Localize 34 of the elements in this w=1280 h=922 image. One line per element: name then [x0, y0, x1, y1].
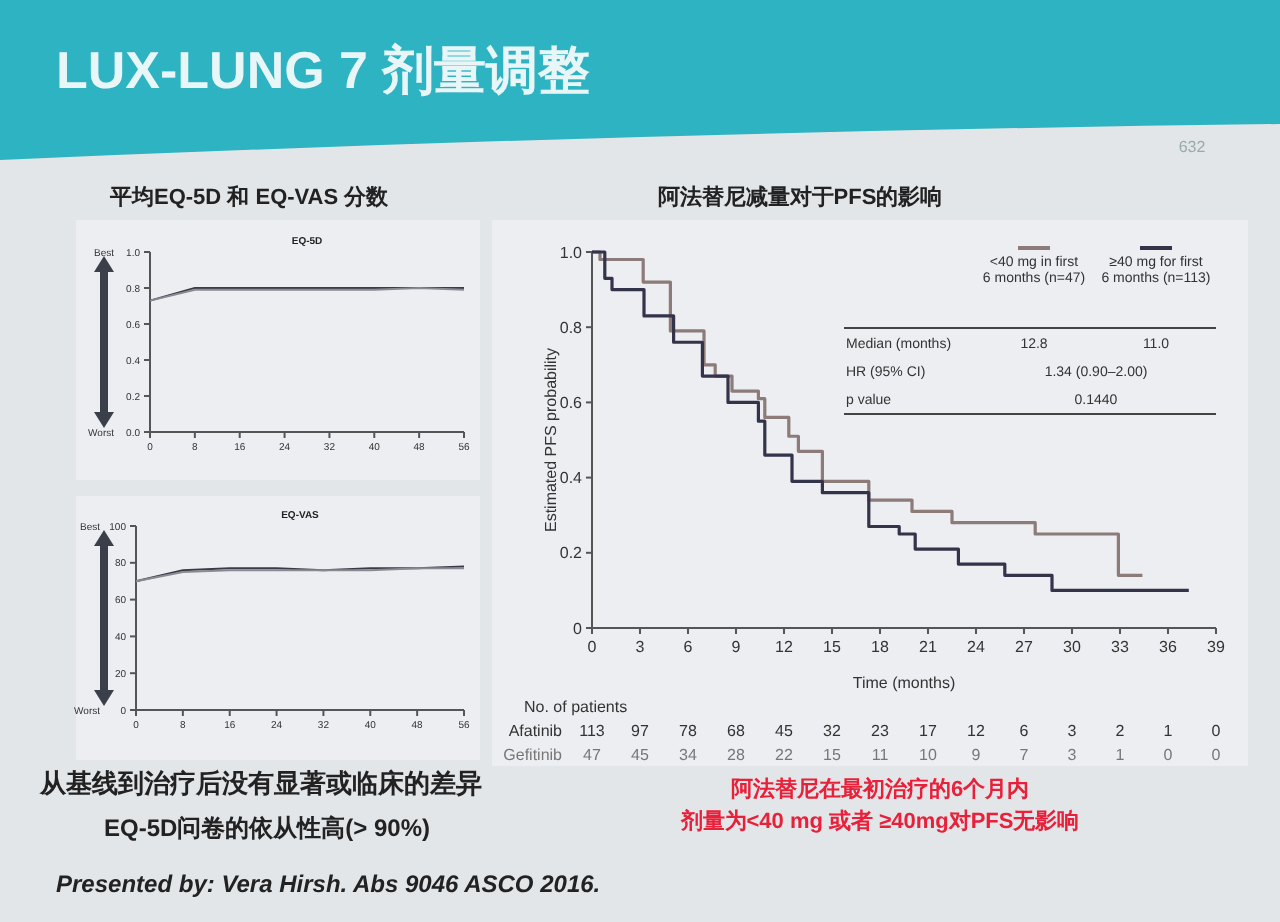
x-tick-label: 24: [967, 638, 986, 656]
x-tick-label: 18: [871, 638, 890, 656]
text: LUX-LUNG 7 剂量调整: [56, 40, 591, 100]
y-tick-label: 0.6: [559, 394, 584, 412]
text: Presented by: Vera Hirsh. Abs 9046 ASCO 2016.: [56, 870, 601, 898]
x-tick-label: 33: [1111, 638, 1130, 656]
y-tick-label: 0.8: [559, 318, 584, 337]
y-tick-label: 1.0: [559, 243, 584, 262]
text: 平均EQ-5D 和 EQ-VAS 分数: [108, 184, 391, 210]
x-tick-label: 15: [823, 638, 842, 656]
x-tick-label: 21: [919, 638, 938, 656]
y-tick-label: 0: [573, 619, 584, 638]
x-tick-label: 27: [1015, 638, 1034, 656]
y-axis-title: Estimated PFS probability: [542, 347, 560, 533]
x-tick-label: 30: [1063, 638, 1082, 656]
text: No. of patients: [524, 698, 628, 716]
x-tick-label: 0: [587, 638, 598, 656]
x-tick-label: 39: [1207, 638, 1226, 656]
y-tick-label: 0.2: [559, 544, 584, 563]
text: EQ-5D问卷的依从性高(> 90%): [104, 814, 431, 842]
x-axis-title: Time (months): [852, 674, 956, 692]
y-tick-label: 0.4: [559, 469, 584, 488]
text: 从基线到治疗后没有显著或临床的差异: [38, 768, 482, 798]
x-tick-label: 9: [731, 638, 742, 656]
text: Afatinib 113 97 78 68 45 32 23 17 12 6 3 2 1 0: [508, 722, 1221, 740]
chart-title: 阿法替尼减量对于PFS的影响: [657, 184, 943, 210]
x-tick-label: 6: [683, 638, 694, 656]
text: 剂量为<40 mg 或者 ≥40mg对PFS无影响: [678, 808, 1080, 834]
text: 632: [1178, 138, 1207, 156]
text: 阿法替尼在最初治疗的6个月内: [730, 776, 1030, 802]
x-tick-label: 36: [1159, 638, 1178, 656]
x-tick-label: 12: [775, 638, 794, 656]
x-tick-label: 3: [635, 638, 646, 656]
text: Gefitinib 47 45 34 28 22 15 11 10 9 7 3 1 0 0: [503, 746, 1221, 764]
